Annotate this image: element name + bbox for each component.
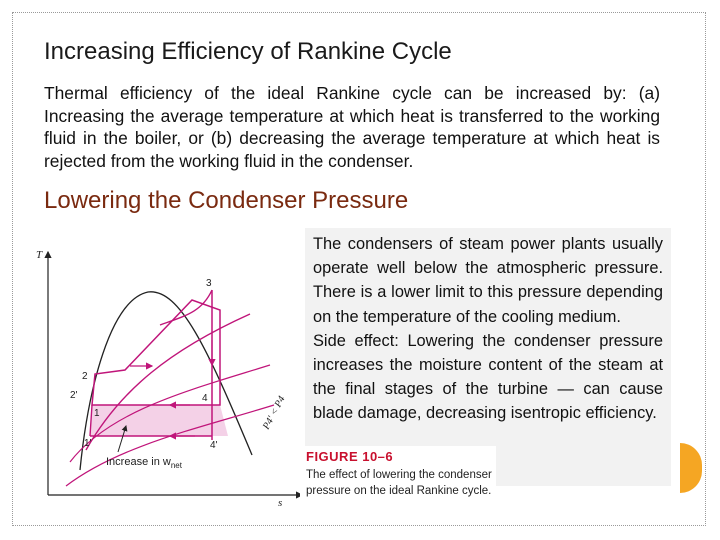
- cycle-high-condenser-pressure: [91, 299, 221, 406]
- condenser-pressure-paragraph: The condensers of steam power plants usu…: [313, 235, 663, 326]
- figure-caption: FIGURE 10–6 The effect of lowering the c…: [300, 446, 496, 502]
- saturation-dome: [79, 291, 253, 471]
- area-pointer: [117, 425, 128, 453]
- net-work-label-main: Increase in w: [106, 456, 171, 468]
- isobar-p4prime: [65, 404, 275, 487]
- state-4-prime: 4': [210, 440, 218, 451]
- state-2: 2: [82, 371, 88, 382]
- state-4: 4: [202, 393, 208, 404]
- s-axis-label: s: [278, 497, 282, 509]
- side-effect-paragraph: Side effect: Lowering the condenser pres…: [313, 331, 663, 423]
- intro-paragraph: Thermal efficiency of the ideal Rankine …: [44, 83, 660, 171]
- ts-diagram: T s 3 2 2' 1 1' 4 4' P4' < P4 In: [30, 240, 310, 510]
- state-1-prime: 1': [84, 438, 92, 449]
- figure-caption-text: The effect of lowering the condenser pre…: [306, 469, 492, 497]
- explanation-textbox: The condensers of steam power plants usu…: [305, 228, 671, 486]
- isobar-p4: [69, 364, 271, 463]
- pressure-relation-label: P4' < P4: [260, 394, 287, 432]
- state-2-prime: 2': [70, 390, 78, 401]
- net-work-increase-area: [90, 405, 228, 436]
- net-work-label: Increase in wnet: [106, 456, 183, 470]
- state-3: 3: [206, 278, 212, 289]
- figure-label: FIGURE 10–6: [306, 449, 394, 464]
- section-subtitle: Lowering the Condenser Pressure: [44, 187, 409, 214]
- slide-border: [12, 12, 706, 526]
- slide-title: Increasing Efficiency of Rankine Cycle: [44, 38, 452, 65]
- decorative-side-tab: [680, 443, 702, 493]
- state-1: 1: [94, 408, 100, 419]
- net-work-label-sub: net: [171, 461, 183, 470]
- superheat-line: [159, 289, 213, 326]
- t-axis-label: T: [36, 249, 43, 261]
